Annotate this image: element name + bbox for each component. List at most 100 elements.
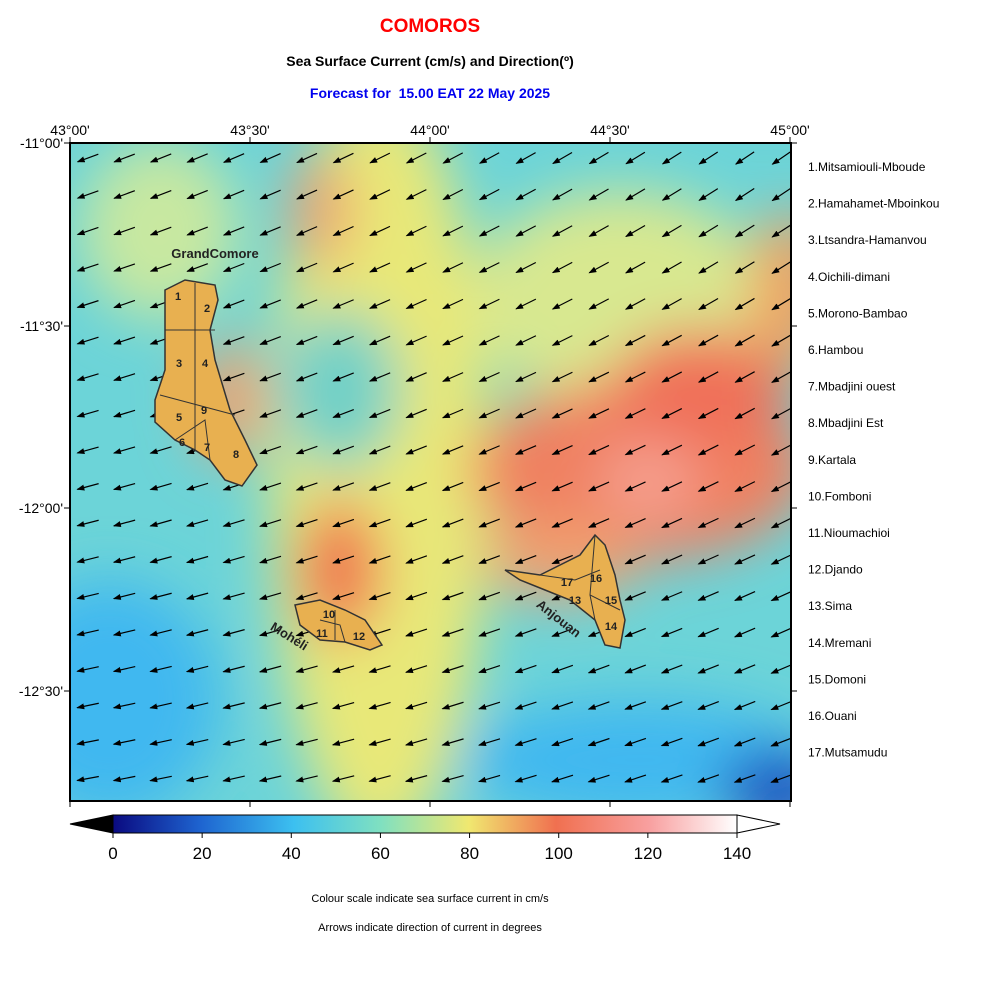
arrow (185, 775, 209, 783)
arrow (405, 225, 427, 237)
arrow (770, 554, 791, 565)
arrow (734, 481, 756, 492)
arrow (478, 628, 501, 637)
legend-entry: 8.Mbadjini Est (808, 416, 884, 430)
region-number: 6 (179, 437, 185, 449)
region-number: 13 (569, 595, 581, 607)
arrow (405, 555, 428, 564)
arrow (697, 591, 719, 601)
arrow (258, 738, 282, 746)
legend-entry: 10.Fomboni (808, 489, 871, 503)
colorbar-label: 140 (723, 844, 751, 863)
lon-label: 44°00' (410, 122, 449, 138)
arrow (222, 665, 245, 673)
arrow (625, 224, 646, 238)
arrow (76, 226, 99, 236)
arrow (661, 517, 683, 529)
arrow (697, 627, 719, 638)
arrow (735, 151, 755, 165)
arrow (113, 153, 135, 163)
arrow (295, 665, 318, 673)
arrow (76, 263, 99, 272)
arrow (514, 554, 537, 565)
arrow (771, 297, 791, 311)
arrow (113, 336, 136, 345)
arrow (661, 298, 682, 310)
arrow (661, 444, 683, 456)
arrow (442, 262, 464, 273)
arrow (770, 407, 791, 420)
legend-entry: 3.Ltsandra-Hamanvou (808, 233, 927, 247)
arrow (405, 591, 428, 601)
arrow (733, 700, 756, 711)
arrow (112, 629, 136, 637)
arrow (112, 446, 136, 455)
arrow (698, 188, 719, 201)
arrow (112, 775, 136, 783)
arrow (368, 518, 391, 528)
islands (154, 279, 626, 651)
arrow (295, 409, 318, 418)
arrow (441, 408, 464, 419)
arrow (624, 481, 646, 492)
arrow (698, 224, 719, 238)
lon-label: 43°00' (50, 122, 89, 138)
region-number: 1 (175, 291, 181, 303)
arrow (76, 702, 99, 710)
arrow (661, 261, 682, 274)
arrow (624, 518, 646, 528)
arrow (551, 408, 573, 419)
arrow (734, 224, 755, 238)
legend-entry: 17.Mutsamudu (808, 746, 887, 760)
arrow (185, 592, 209, 600)
arrow (514, 445, 537, 455)
arrow (478, 555, 501, 564)
arrow (551, 335, 573, 346)
arrow (368, 592, 391, 601)
colorbar-label: 100 (545, 844, 573, 863)
arrow (331, 701, 355, 710)
arrow (405, 262, 427, 273)
arrow (770, 480, 791, 493)
legend-entry: 9.Kartala (808, 453, 856, 467)
region-number: 4 (202, 358, 209, 370)
arrow (660, 664, 683, 674)
arrow (332, 225, 354, 237)
arrow (587, 518, 610, 528)
arrow (258, 665, 282, 673)
arrow (259, 372, 282, 382)
arrow (332, 482, 355, 491)
arrow (113, 226, 136, 236)
arrow (771, 261, 791, 274)
arrow (734, 444, 756, 456)
arrow (551, 664, 574, 674)
arrow (624, 554, 646, 565)
arrow (588, 188, 609, 201)
arrow (113, 263, 136, 272)
arrow (295, 335, 318, 346)
arrow (258, 702, 282, 710)
arrow (624, 444, 646, 456)
arrow (404, 775, 428, 783)
arrow (405, 518, 428, 528)
arrow (76, 446, 99, 454)
region-number: 5 (176, 412, 182, 424)
arrow (259, 409, 282, 418)
arrow (734, 188, 755, 202)
arrow (697, 664, 719, 674)
arrow (625, 188, 646, 201)
arrow (405, 372, 427, 382)
arrow (624, 371, 646, 383)
legend-entry: 6.Hambou (808, 343, 863, 357)
arrow (734, 590, 756, 602)
arrow (624, 591, 646, 601)
arrow (331, 738, 355, 746)
arrow (296, 189, 318, 200)
arrow (770, 627, 791, 638)
arrow (442, 298, 464, 310)
arrow (660, 554, 683, 565)
arrow (259, 189, 281, 200)
arrow (149, 592, 172, 600)
arrow (515, 152, 536, 164)
arrow (76, 373, 99, 382)
